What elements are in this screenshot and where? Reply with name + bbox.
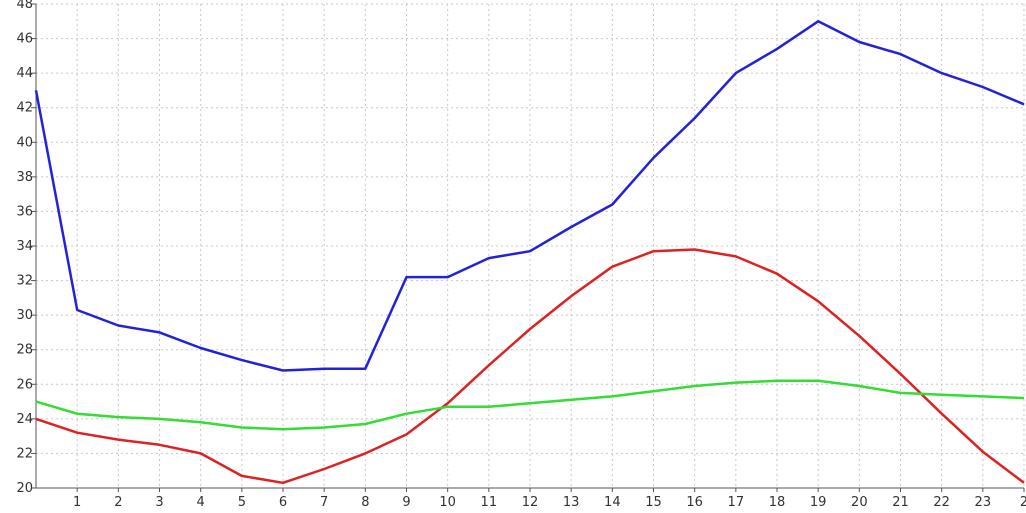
y-tick-label: 22 [16, 446, 33, 461]
y-tick-label: 34 [16, 239, 33, 254]
x-tick-label: 23 [975, 495, 992, 510]
x-tick-label: 18 [769, 495, 786, 510]
y-tick-labels: 20 22 24 26 28 30 32 34 36 38 40 42 44 46 48 [16, 0, 33, 496]
y-tick-label: 26 [16, 377, 33, 392]
y-tick-label: 30 [16, 308, 33, 323]
x-tick-label: 12 [522, 495, 539, 510]
x-tick-label: 9 [402, 495, 410, 510]
x-tick-label: 15 [645, 495, 662, 510]
x-tick-label: 1 [73, 495, 81, 510]
x-tick-label: 22 [933, 495, 950, 510]
y-tick-label: 28 [16, 343, 33, 358]
x-tick-label: 14 [604, 495, 621, 510]
y-tick-label: 46 [16, 32, 33, 47]
x-tick-label: 7 [320, 495, 328, 510]
x-tick-label: 5 [238, 495, 246, 510]
x-tick-label: 8 [361, 495, 369, 510]
series-group [34, 20, 1025, 485]
y-tick-label: 48 [16, 0, 33, 12]
y-tick-label: 38 [16, 170, 33, 185]
y-tick-label: 32 [16, 274, 33, 289]
series-line-1 [34, 20, 1025, 372]
x-tick-label: 11 [481, 495, 498, 510]
x-tick-label: 2 [1020, 495, 1026, 510]
x-tick-label: 21 [892, 495, 909, 510]
x-tick-label: 3 [155, 495, 163, 510]
x-tick-label: 10 [439, 495, 456, 510]
x-tick-label: 2 [114, 495, 122, 510]
x-tick-label: 13 [563, 495, 580, 510]
axes [31, 3, 1025, 492]
y-tick-label: 20 [16, 481, 33, 496]
x-tick-label: 16 [686, 495, 703, 510]
series-line-2 [35, 248, 1025, 485]
x-tick-label: 4 [197, 495, 205, 510]
x-tick-label: 19 [810, 495, 827, 510]
x-tick-label: 17 [728, 495, 745, 510]
y-tick-label: 24 [16, 412, 33, 427]
x-tick-label: 6 [279, 495, 287, 510]
x-tick-label: 20 [851, 495, 868, 510]
y-tick-label: 44 [16, 66, 33, 81]
y-tick-label: 36 [16, 204, 33, 219]
grid [36, 3, 1025, 488]
y-tick-label: 42 [16, 101, 33, 116]
y-tick-label: 40 [16, 135, 33, 150]
x-tick-labels: 1 2 3 4 5 6 7 8 9 10 11 12 13 14 15 16 17 18 19 20 21 22 23 2 [73, 495, 1026, 510]
series-line-3 [35, 379, 1025, 431]
